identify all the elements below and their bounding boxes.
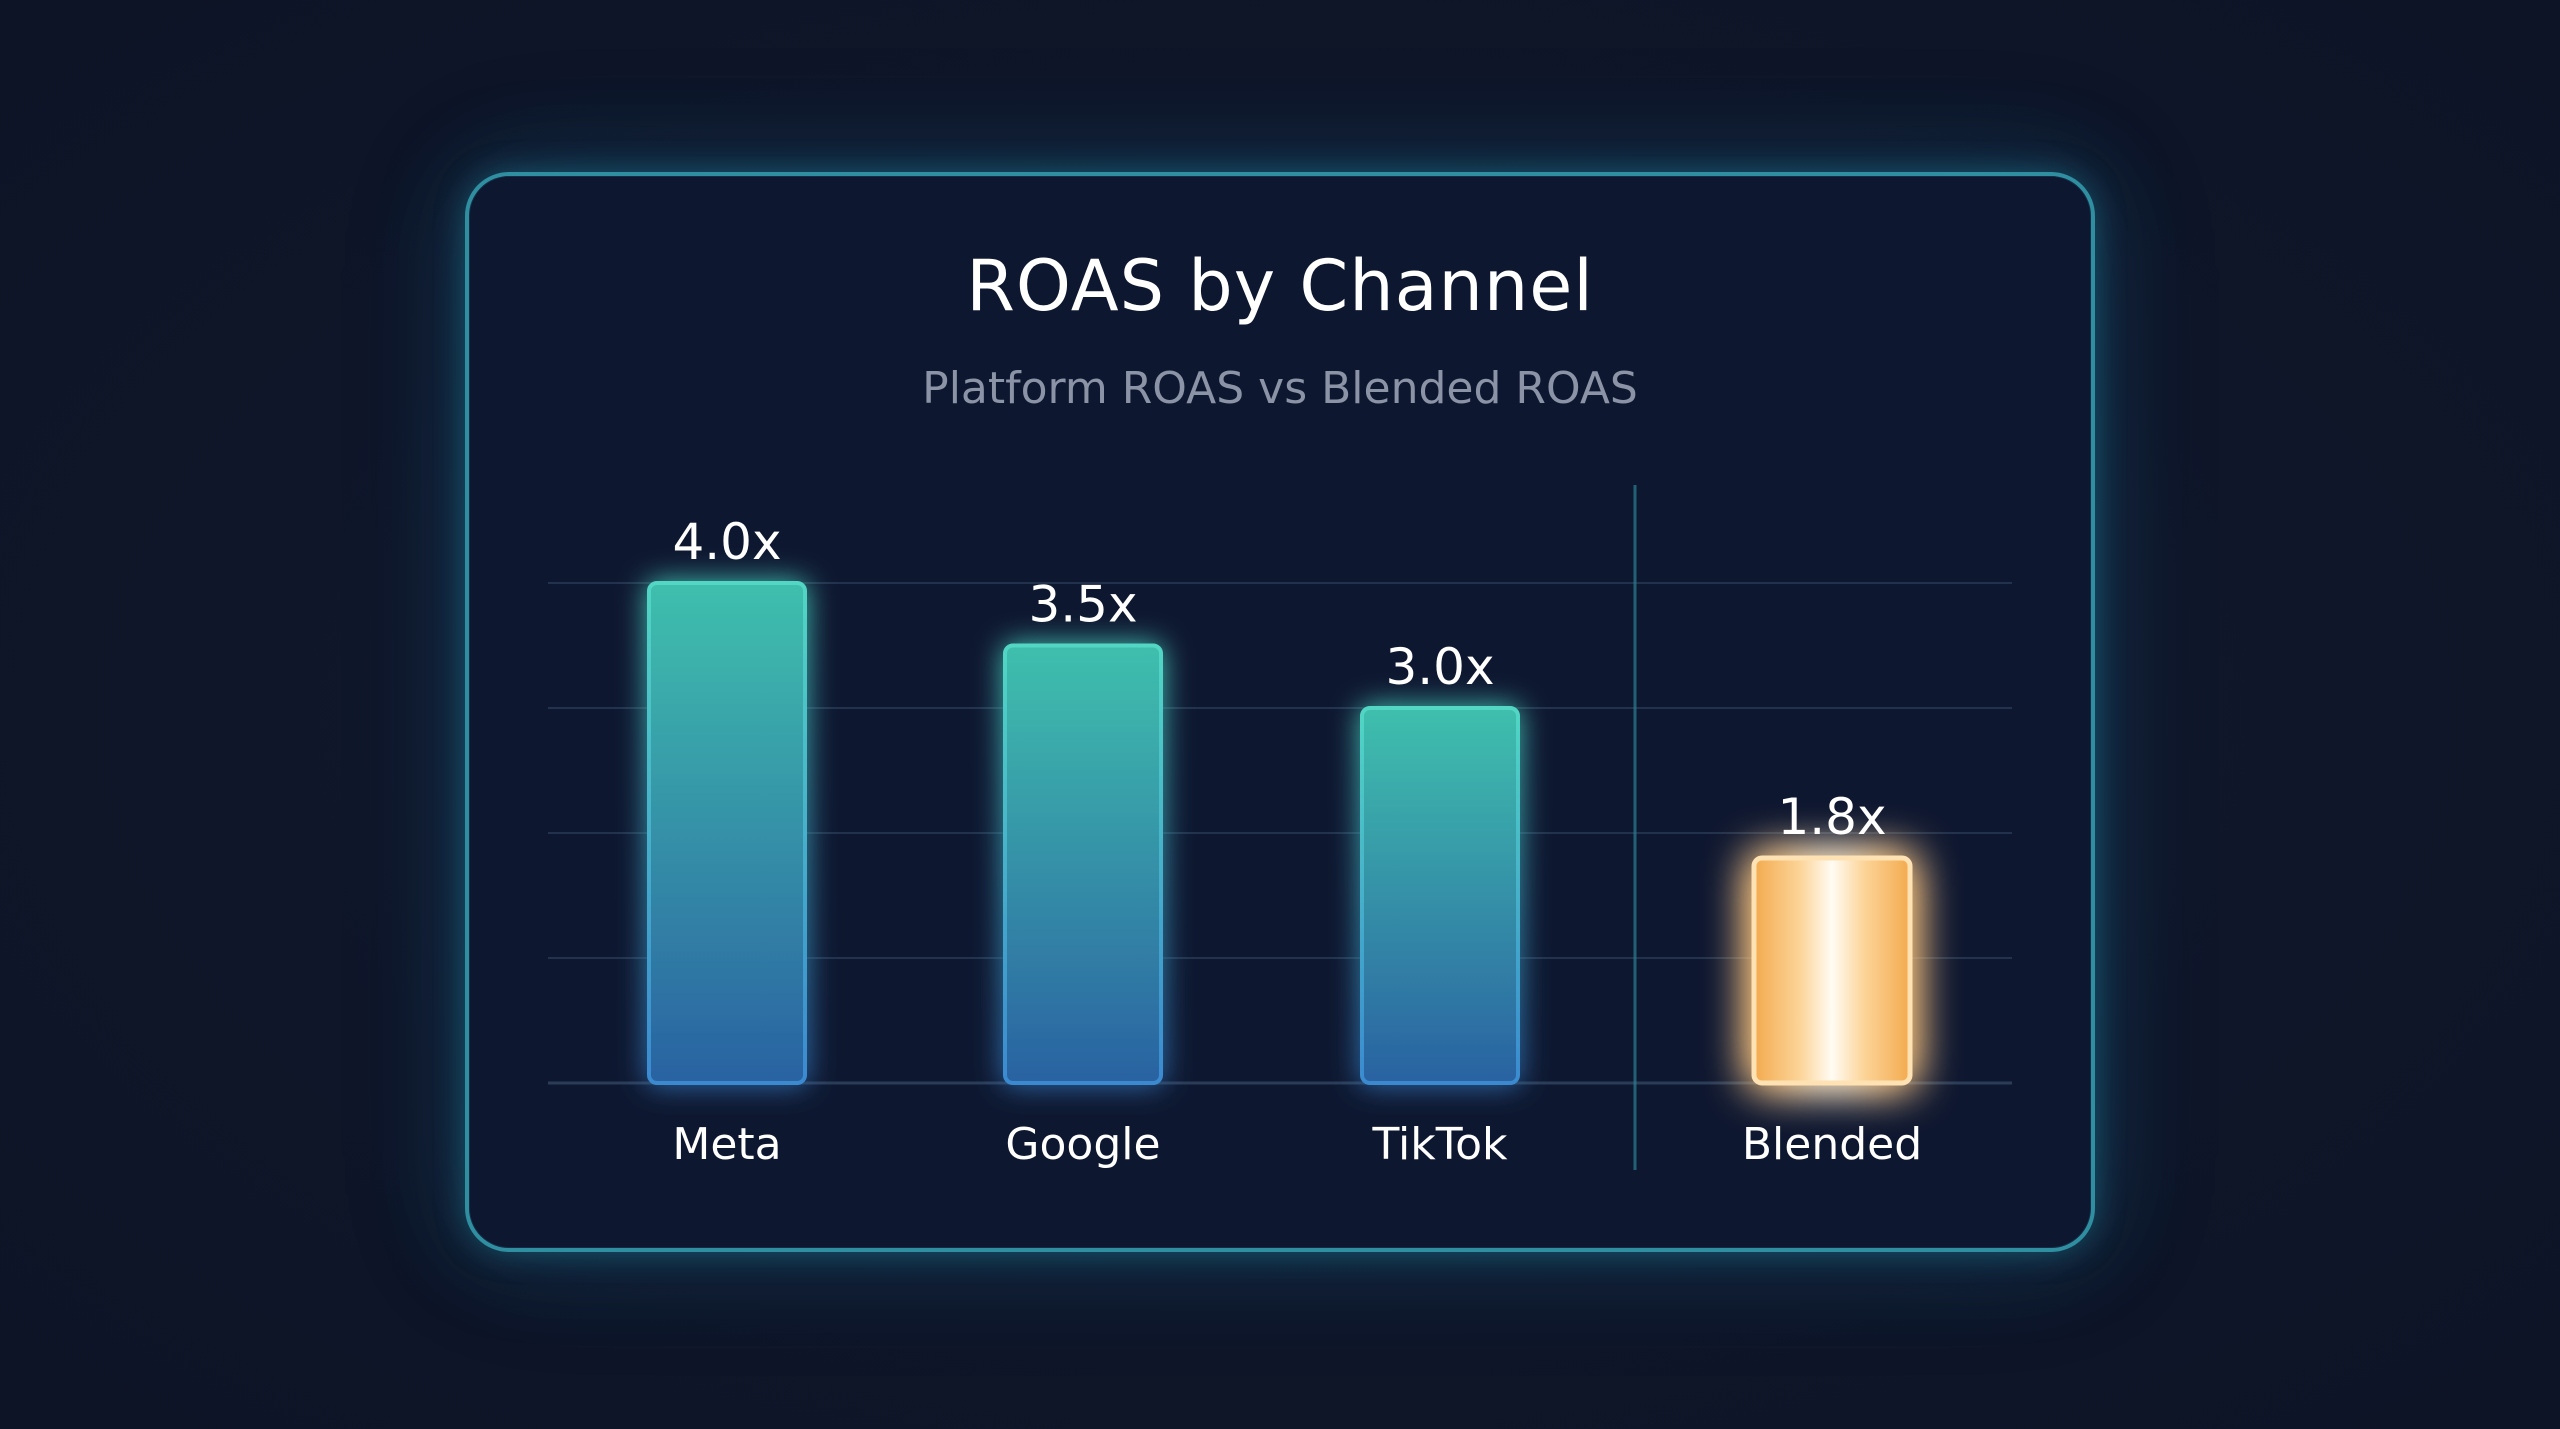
- value-label-blended: 1.8x: [1777, 788, 1886, 846]
- bar-google: [1003, 643, 1163, 1085]
- value-label-google: 3.5x: [1028, 576, 1137, 634]
- bar-meta: [647, 581, 807, 1085]
- chart-title: ROAS by Channel: [966, 245, 1594, 327]
- category-label-meta: Meta: [672, 1119, 781, 1170]
- category-label-tiktok: TikTok: [1371, 1119, 1508, 1170]
- category-label-google: Google: [1005, 1119, 1160, 1170]
- bar-blended: [1751, 855, 1913, 1086]
- value-label-meta: 4.0x: [672, 513, 781, 571]
- bar-tiktok: [1360, 706, 1520, 1085]
- category-label-blended: Blended: [1742, 1119, 1922, 1170]
- chart-subtitle: Platform ROAS vs Blended ROAS: [922, 363, 1638, 414]
- value-label-tiktok: 3.0x: [1385, 638, 1494, 696]
